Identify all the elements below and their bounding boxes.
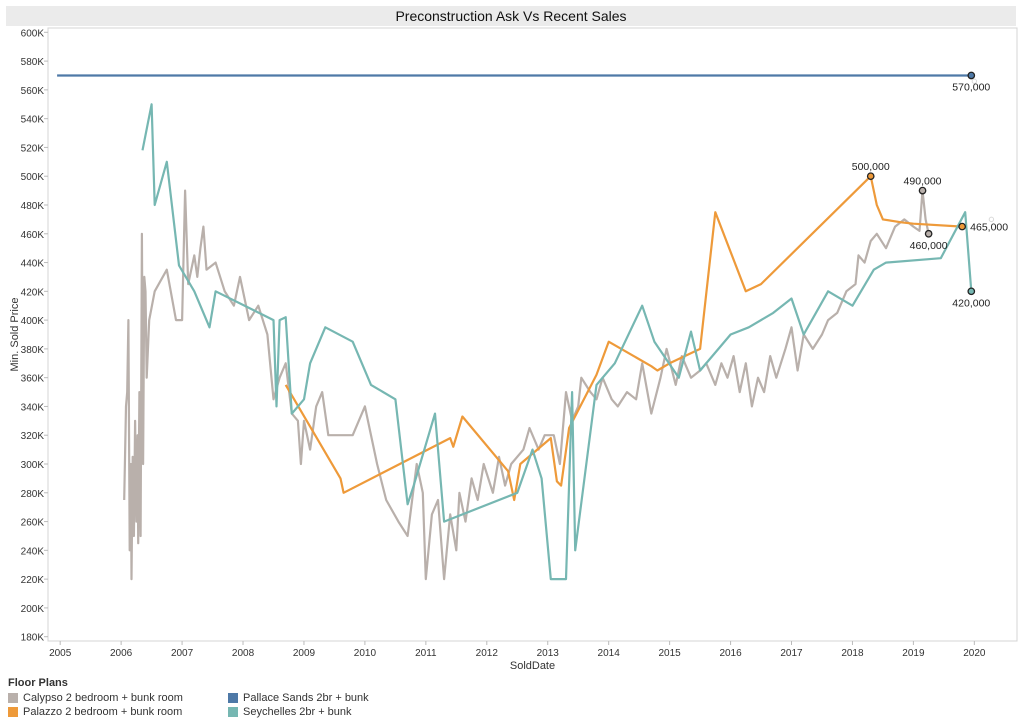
series-line (123, 189, 930, 581)
annotation-marker[interactable] (967, 287, 976, 296)
y-tick-label: 440K (21, 259, 45, 270)
legend-item-calypso[interactable]: Calypso 2 bedroom + bunk room (8, 691, 228, 704)
x-tick-label: 2019 (902, 648, 925, 659)
annotation-marker[interactable] (866, 172, 875, 181)
faint-marker (988, 216, 995, 223)
x-axis-label: SoldDate (510, 660, 555, 672)
y-tick-label: 540K (21, 115, 45, 126)
y-tick-label: 460K (21, 230, 45, 241)
annotation-marker[interactable] (958, 222, 967, 231)
data-labels: 490,000 460,000 500,000 465,000 570,000 420,0… (852, 81, 1009, 309)
chart-title: Preconstruction Ask Vs Recent Sales (6, 6, 1016, 26)
legend-label: Pallace Sands 2br + bunk (243, 691, 369, 704)
y-tick-label: 580K (21, 57, 45, 68)
y-tick-label: 240K (21, 546, 45, 557)
x-tick-label: 2010 (354, 648, 377, 659)
legend-items: Calypso 2 bedroom + bunk room Pallace Sa… (8, 691, 1018, 718)
y-axis: 180K 200K 220K 240K 260K 280K 300K 320K 340K 360K… (21, 28, 48, 644)
legend: Floor Plans Calypso 2 bedroom + bunk roo… (8, 677, 1018, 721)
y-tick-label: 340K (21, 402, 45, 413)
y-tick-label: 280K (21, 489, 45, 500)
y-tick-label: 360K (21, 374, 45, 385)
y-tick-label: 200K (21, 604, 45, 615)
y-tick-label: 180K (21, 633, 45, 644)
y-axis-label: Min. Sold Price (9, 298, 21, 372)
x-tick-label: 2013 (537, 648, 560, 659)
series-line (284, 175, 963, 502)
data-label: 490,000 (904, 176, 942, 188)
legend-label: Seychelles 2br + bunk (243, 705, 352, 718)
annotation-marker[interactable] (924, 229, 933, 238)
legend-swatch (8, 692, 18, 703)
y-tick-label: 300K (21, 460, 45, 471)
y-tick-label: 220K (21, 575, 45, 586)
y-tick-label: 520K (21, 143, 45, 154)
faint-marker (971, 78, 978, 84)
y-tick-label: 400K (21, 316, 45, 327)
y-tick-label: 320K (21, 431, 45, 442)
x-tick-label: 2007 (171, 648, 194, 659)
legend-label: Calypso 2 bedroom + bunk room (23, 691, 183, 704)
legend-swatch (8, 706, 18, 717)
x-tick-label: 2015 (658, 648, 681, 659)
data-label: 465,000 (970, 222, 1008, 234)
x-tick-label: 2018 (841, 648, 864, 659)
x-tick-label: 2012 (476, 648, 499, 659)
legend-title: Floor Plans (8, 677, 68, 689)
x-tick-label: 2017 (780, 648, 803, 659)
y-tick-label: 380K (21, 345, 45, 356)
legend-item-pallace-sands[interactable]: Pallace Sands 2br + bunk (228, 691, 448, 704)
series-lines (57, 74, 973, 581)
x-axis: 2005 2006 2007 2008 2009 2010 2011 2012 2013 2014… (49, 641, 986, 659)
legend-label: Palazzo 2 bedroom + bunk room (23, 705, 183, 718)
legend-swatch (228, 692, 238, 703)
legend-item-seychelles[interactable]: Seychelles 2br + bunk (228, 705, 448, 718)
y-tick-label: 600K (21, 28, 45, 39)
y-tick-label: 260K (21, 518, 45, 529)
data-label: 570,000 (952, 81, 990, 93)
annotation-marker[interactable] (918, 186, 927, 195)
annotation-marker[interactable] (967, 71, 976, 80)
legend-item-palazzo[interactable]: Palazzo 2 bedroom + bunk room (8, 705, 228, 718)
x-tick-label: 2016 (719, 648, 742, 659)
y-tick-label: 420K (21, 287, 45, 298)
y-tick-label: 560K (21, 86, 45, 97)
x-tick-label: 2020 (963, 648, 986, 659)
y-tick-label: 480K (21, 201, 45, 212)
plot-area (47, 27, 1018, 642)
data-label: 420,000 (952, 297, 990, 309)
y-tick-label: 500K (21, 172, 45, 183)
x-tick-label: 2009 (293, 648, 316, 659)
data-label: 460,000 (910, 240, 948, 252)
x-tick-label: 2011 (415, 648, 437, 659)
data-label: 500,000 (852, 161, 890, 173)
line-chart: 180K 200K 220K 240K 260K 280K 300K 320K 340K 360K… (9, 27, 1018, 672)
legend-swatch (228, 706, 238, 717)
x-tick-label: 2006 (110, 648, 133, 659)
series-line (141, 103, 973, 581)
x-tick-label: 2014 (598, 648, 621, 659)
x-tick-label: 2005 (49, 648, 72, 659)
x-tick-label: 2008 (232, 648, 255, 659)
data-markers (866, 71, 995, 296)
